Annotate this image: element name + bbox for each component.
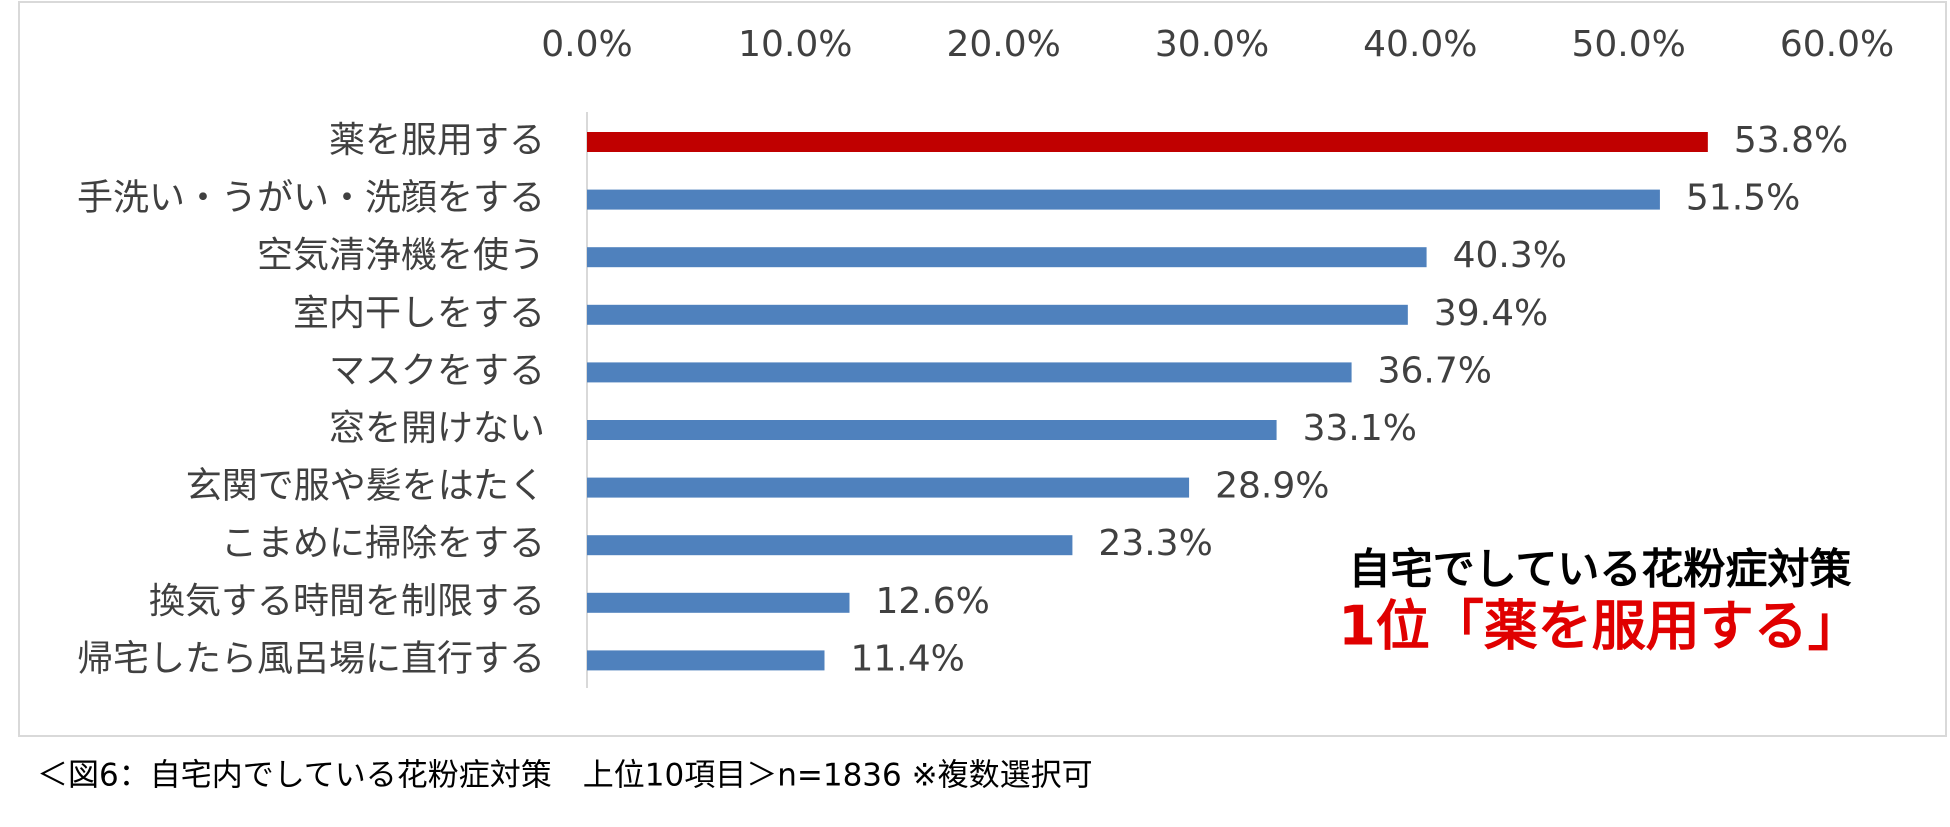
- value-label: 33.1%: [1303, 408, 1417, 449]
- value-label: 39.4%: [1434, 293, 1548, 334]
- bar: [587, 592, 850, 613]
- y-tick-label: マスクをする: [329, 350, 545, 391]
- bar: [587, 477, 1190, 498]
- y-tick-label: 室内干しをする: [293, 293, 545, 334]
- bar: [587, 132, 1708, 152]
- bar: [587, 420, 1277, 440]
- annotation: 1位「薬を服用する」: [1338, 595, 1862, 658]
- bar: [587, 535, 1073, 556]
- value-label: 23.3%: [1098, 523, 1212, 564]
- bar: [587, 304, 1408, 325]
- value-label: 12.6%: [876, 581, 990, 622]
- value-label: 40.3%: [1453, 235, 1567, 276]
- value-label: 53.8%: [1734, 120, 1848, 161]
- value-label: 51.5%: [1686, 178, 1800, 219]
- y-tick-label: 窓を開けない: [329, 408, 545, 449]
- y-tick-label: 帰宅したら風呂場に直行する: [77, 638, 545, 679]
- caption: ＜図6：自宅内でしている花粉症対策 上位10項目＞n=1836 ※複数選択可: [37, 758, 1093, 794]
- bar: [587, 650, 825, 671]
- y-tick-label: 換気する時間を制限する: [149, 581, 545, 622]
- y-tick-label: 薬を服用する: [329, 120, 545, 161]
- x-tick-label: 50.0%: [1571, 24, 1685, 65]
- x-tick-label: 40.0%: [1363, 24, 1477, 65]
- x-tick-label: 60.0%: [1780, 24, 1894, 65]
- bar: [587, 247, 1427, 268]
- x-tick-label: 30.0%: [1155, 24, 1269, 65]
- value-label: 36.7%: [1378, 350, 1492, 391]
- x-tick-label: 10.0%: [738, 24, 852, 65]
- value-label: 28.9%: [1215, 466, 1329, 507]
- annotation: 自宅でしている花粉症対策: [1349, 545, 1852, 594]
- y-tick-label: 手洗い・うがい・洗顔をする: [77, 178, 545, 219]
- x-tick-label: 20.0%: [946, 24, 1060, 65]
- bar: [587, 362, 1352, 383]
- y-tick-label: 空気清浄機を使う: [257, 235, 545, 276]
- y-tick-label: こまめに掃除をする: [221, 523, 545, 564]
- x-tick-label: 0.0%: [541, 24, 632, 65]
- bar: [587, 189, 1660, 210]
- y-tick-label: 玄関で服や髪をはたく: [186, 466, 545, 507]
- value-label: 11.4%: [851, 638, 965, 679]
